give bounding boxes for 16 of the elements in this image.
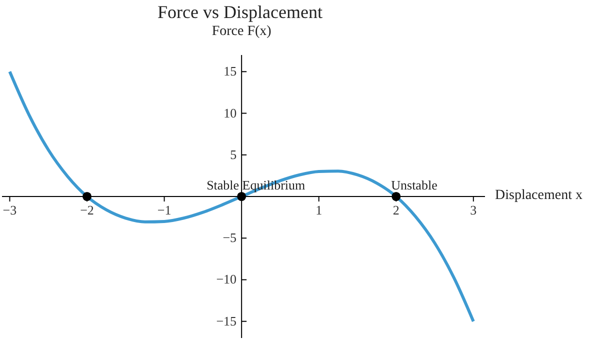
y-tick-label: 10 (224, 105, 237, 120)
y-tick-label: −10 (216, 272, 237, 287)
x-tick-label: −2 (80, 202, 94, 218)
annotation: Unstable (391, 178, 438, 192)
chart-title: Force vs Displacement (156, 2, 324, 23)
x-tick-label: 3 (470, 202, 477, 218)
x-tick-label: 1 (316, 202, 322, 218)
y-tick-label: 15 (224, 64, 237, 79)
y-tick-label: −5 (222, 230, 237, 246)
y-tick-label: 5 (230, 146, 237, 162)
x-tick-label: 2 (392, 202, 400, 218)
x-tick-label: −1 (157, 202, 172, 218)
y-tick-label: −15 (216, 313, 237, 328)
x-axis-title: Displacement x (495, 188, 582, 204)
y-axis-title: Force F(x) (210, 24, 272, 40)
x-tick-label: −3 (2, 202, 17, 218)
